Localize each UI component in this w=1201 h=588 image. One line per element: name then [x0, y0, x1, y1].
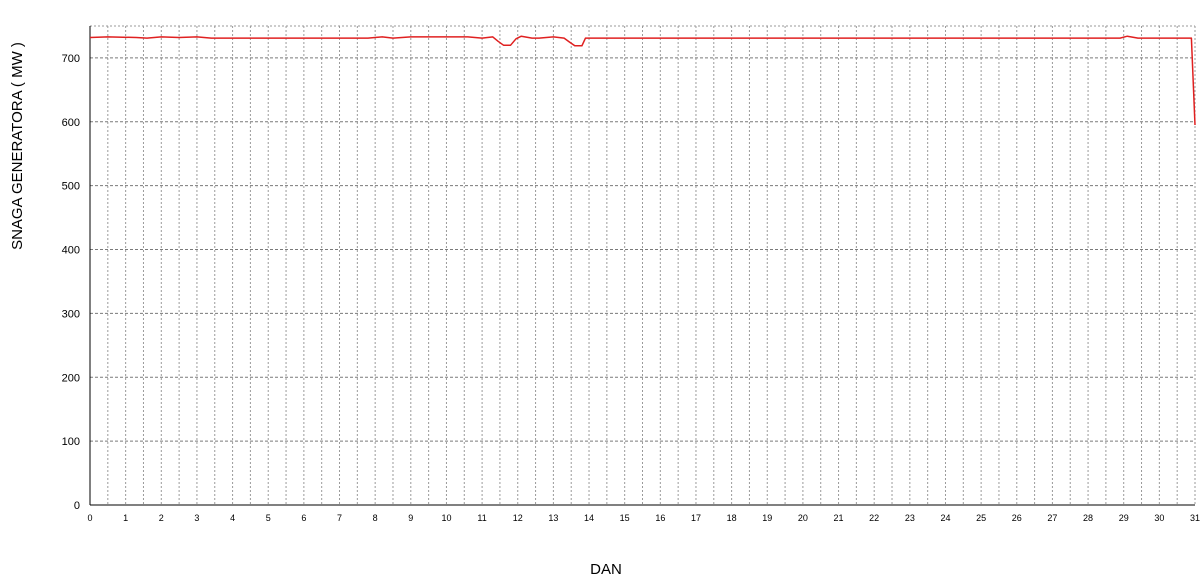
y-axis-title: SNAGA GENERATORA ( MW ) [9, 42, 26, 250]
x-tick-label: 5 [266, 513, 271, 523]
x-tick-label: 2 [159, 513, 164, 523]
x-tick-label: 20 [798, 513, 808, 523]
x-tick-label: 21 [834, 513, 844, 523]
x-tick-labels: 0 1 2 3 4 5 6 7 8 9 10 11 12 13 14 15 16 17 18 19 20 21 22 23 24… [87, 513, 1200, 523]
y-tick-labels: 0 100 200 300 400 500 600 700 [62, 53, 80, 512]
x-tick-label: 1 [123, 513, 128, 523]
x-tick-label: 8 [373, 513, 378, 523]
x-tick-label: 0 [87, 513, 92, 523]
x-tick-label: 6 [301, 513, 306, 523]
x-tick-label: 10 [441, 513, 451, 523]
x-tick-label: 16 [655, 513, 665, 523]
x-tick-label: 24 [940, 513, 950, 523]
x-tick-label: 11 [477, 513, 486, 523]
x-tick-label: 4 [230, 513, 235, 523]
series-layer [89, 35, 1196, 126]
x-tick-label: 27 [1047, 513, 1057, 523]
y-tick-label: 700 [62, 53, 80, 65]
x-tick-label: 30 [1154, 513, 1164, 523]
y-tick-label: 500 [62, 181, 80, 193]
x-tick-label: 15 [620, 513, 630, 523]
x-grid [89, 25, 1196, 505]
x-tick-label: 29 [1119, 513, 1129, 523]
x-tick-label: 26 [1012, 513, 1022, 523]
y-tick-label: 100 [62, 436, 80, 448]
x-tick-label: 9 [408, 513, 413, 523]
x-tick-label: 28 [1083, 513, 1093, 523]
x-tick-label: 12 [513, 513, 523, 523]
y-tick-label: 0 [74, 500, 80, 512]
x-tick-label: 25 [976, 513, 986, 523]
x-tick-label: 31 [1190, 513, 1200, 523]
y-tick-label: 200 [62, 372, 80, 384]
x-tick-label: 23 [905, 513, 915, 523]
x-tick-label: 18 [727, 513, 737, 523]
x-tick-label: 7 [337, 513, 342, 523]
y-grid [90, 57, 1195, 442]
x-axis-title: DAN [590, 561, 622, 578]
x-tick-label: 3 [194, 513, 199, 523]
x-tick-label: 17 [691, 513, 701, 523]
series-line [89, 35, 1196, 126]
x-tick-label: 22 [869, 513, 879, 523]
y-tick-label: 600 [62, 117, 80, 129]
x-tick-label: 14 [584, 513, 594, 523]
x-tick-label: 19 [762, 513, 772, 523]
y-tick-label: 300 [62, 308, 80, 320]
y-tick-label: 400 [62, 245, 80, 257]
x-tick-label: 13 [548, 513, 558, 523]
